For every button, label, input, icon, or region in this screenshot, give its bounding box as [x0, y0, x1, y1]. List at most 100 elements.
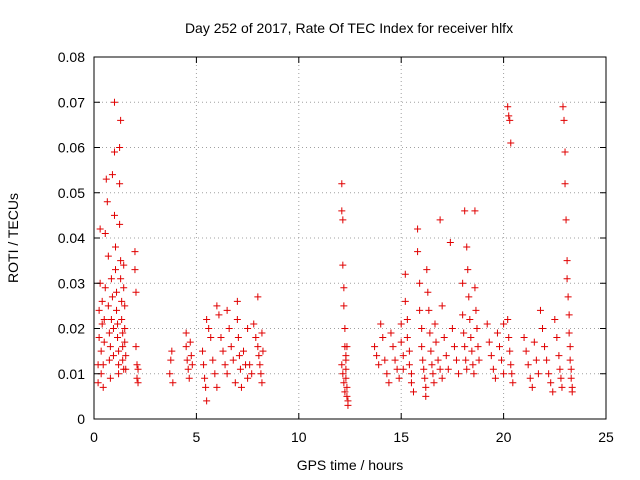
- data-point: [132, 343, 140, 351]
- data-point: [116, 144, 124, 151]
- data-point: [543, 356, 551, 364]
- data-points: [94, 98, 576, 409]
- data-point: [427, 347, 435, 355]
- data-point: [200, 361, 208, 369]
- data-point: [436, 216, 444, 224]
- data-point: [414, 225, 422, 233]
- data-point: [244, 374, 252, 382]
- data-point: [459, 311, 467, 319]
- data-point: [110, 148, 118, 156]
- data-point: [553, 334, 561, 342]
- data-point: [403, 315, 411, 323]
- data-point: [424, 288, 432, 296]
- data-point: [466, 315, 474, 323]
- data-point: [407, 370, 415, 378]
- data-point: [132, 288, 140, 296]
- data-point: [475, 356, 483, 364]
- data-point: [472, 306, 480, 314]
- data-point: [100, 315, 108, 323]
- data-point: [215, 311, 223, 319]
- data-point: [187, 352, 195, 360]
- data-point: [254, 293, 262, 301]
- data-point: [438, 302, 446, 310]
- x-tick-label: 5: [193, 429, 201, 445]
- data-point: [556, 365, 564, 373]
- data-point: [209, 356, 217, 364]
- data-point: [564, 293, 572, 301]
- data-point: [99, 361, 107, 369]
- data-point: [115, 370, 123, 378]
- data-point: [379, 334, 387, 342]
- data-point: [108, 171, 116, 179]
- data-point: [95, 306, 103, 314]
- data-point: [97, 347, 105, 355]
- data-point: [559, 103, 567, 111]
- data-point: [96, 225, 104, 233]
- data-point: [248, 370, 256, 378]
- data-point: [121, 325, 129, 332]
- data-point: [184, 365, 192, 373]
- data-point: [407, 379, 415, 387]
- data-point: [246, 361, 254, 369]
- data-point: [405, 347, 413, 355]
- data-point: [110, 211, 118, 219]
- data-point: [343, 383, 351, 391]
- data-point: [509, 379, 517, 387]
- data-point: [223, 306, 231, 314]
- data-point: [429, 370, 437, 378]
- data-point: [213, 302, 221, 310]
- data-point: [563, 257, 571, 265]
- data-point: [530, 338, 538, 346]
- data-point: [397, 320, 405, 328]
- data-point: [461, 207, 469, 215]
- data-point: [493, 329, 501, 337]
- data-point: [182, 343, 190, 351]
- data-point: [236, 365, 244, 373]
- data-point: [223, 370, 231, 378]
- data-point: [561, 148, 569, 156]
- data-point: [385, 379, 393, 387]
- data-point: [113, 306, 121, 314]
- data-point: [122, 352, 130, 360]
- data-point: [539, 325, 547, 332]
- data-point: [185, 374, 193, 382]
- data-point: [430, 379, 438, 387]
- data-point: [399, 352, 407, 360]
- data-point: [431, 320, 439, 328]
- data-point: [188, 361, 196, 369]
- data-point: [568, 388, 576, 396]
- data-point: [109, 352, 117, 360]
- data-point: [504, 103, 512, 111]
- data-point: [505, 112, 513, 120]
- data-point: [101, 229, 109, 237]
- data-point: [235, 352, 243, 360]
- data-point: [460, 329, 468, 337]
- data-point: [234, 334, 242, 342]
- data-point: [205, 325, 213, 332]
- data-point: [202, 383, 210, 391]
- data-point: [114, 320, 122, 328]
- data-point: [339, 216, 347, 224]
- data-point: [547, 379, 555, 387]
- data-point: [186, 338, 194, 346]
- data-point: [117, 116, 125, 124]
- y-tick-label: 0.05: [58, 185, 85, 201]
- data-point: [375, 361, 383, 369]
- data-point: [405, 361, 413, 369]
- data-point: [416, 279, 424, 287]
- data-point: [500, 370, 508, 378]
- data-point: [203, 397, 211, 405]
- data-point: [483, 320, 491, 328]
- data-point: [414, 248, 422, 256]
- data-point: [508, 370, 516, 378]
- data-point: [168, 347, 176, 355]
- data-point: [134, 365, 142, 373]
- data-point: [227, 343, 235, 351]
- y-tick-label: 0.02: [58, 321, 85, 337]
- data-point: [101, 284, 109, 292]
- data-point: [217, 334, 225, 342]
- data-point: [391, 356, 399, 364]
- data-point: [338, 361, 346, 369]
- data-point: [340, 302, 348, 310]
